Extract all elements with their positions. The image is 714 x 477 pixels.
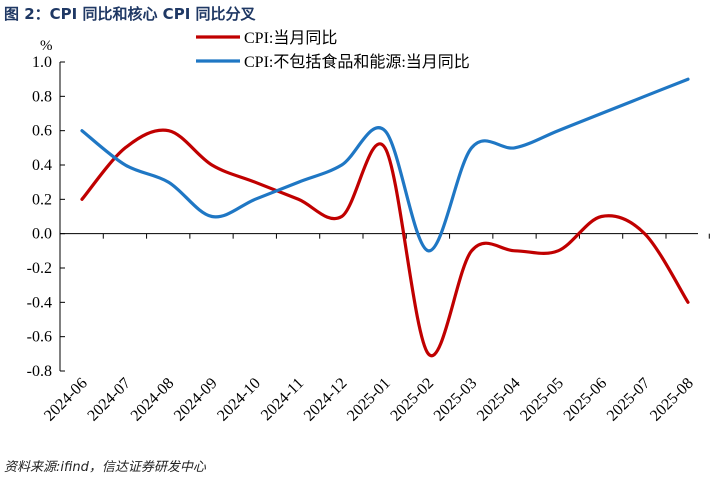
- series-line-2: [80, 77, 690, 253]
- y-tick-label: -0.4: [27, 294, 52, 311]
- x-tick-label: 2025-08: [647, 375, 697, 425]
- x-axis: 2024-062024-072024-082024-092024-102024-…: [41, 233, 710, 425]
- x-tick-label: 2024-08: [128, 375, 178, 425]
- x-tick-label: 2024-07: [84, 375, 134, 425]
- y-tick-label: 0.0: [32, 226, 52, 243]
- x-tick-label: 2025-03: [431, 375, 481, 425]
- x-tick-label: 2025-04: [474, 375, 524, 425]
- y-tick-label: 0.4: [32, 157, 52, 174]
- x-tick-label: 2024-11: [258, 375, 307, 424]
- y-unit-label: %: [40, 38, 53, 54]
- y-tick-label: 0.2: [32, 191, 52, 208]
- x-tick-label: 2025-01: [344, 375, 394, 425]
- x-tick-label: 2024-12: [301, 375, 351, 425]
- x-tick-label: 2024-10: [214, 375, 264, 425]
- y-tick-label: 0.6: [32, 123, 52, 140]
- y-tick-label: -0.8: [27, 363, 52, 380]
- legend-label: CPI:不包括食品和能源:当月同比: [244, 53, 470, 71]
- y-tick-label: 0.8: [32, 88, 52, 105]
- x-tick-label: 2025-05: [517, 375, 567, 425]
- source-note: 资料来源:ifind，信达证券研发中心: [4, 460, 206, 475]
- x-tick-label: 2024-06: [41, 375, 91, 425]
- x-tick-label: 2025-02: [387, 375, 437, 425]
- y-tick-label: 1.0: [32, 54, 52, 71]
- y-tick-label: -0.6: [27, 329, 52, 346]
- series-line-1: [80, 128, 690, 358]
- series-layer: [80, 77, 690, 358]
- x-tick-label: 2024-09: [171, 375, 221, 425]
- y-axis: 1.0 0.8 0.6 0.4 0.2 0.0 -0.2 -0.4 -0.6 -0.8: [27, 54, 65, 380]
- legend: CPI:当月同比 CPI:不包括食品和能源:当月同比: [196, 29, 470, 71]
- figure-title: 图 2：CPI 同比和核心 CPI 同比分叉: [4, 5, 256, 23]
- y-tick-label: -0.2: [27, 260, 52, 277]
- x-tick-label: 2025-06: [561, 375, 611, 425]
- x-tick-label: 2025-07: [604, 375, 654, 425]
- legend-label: CPI:当月同比: [244, 29, 337, 47]
